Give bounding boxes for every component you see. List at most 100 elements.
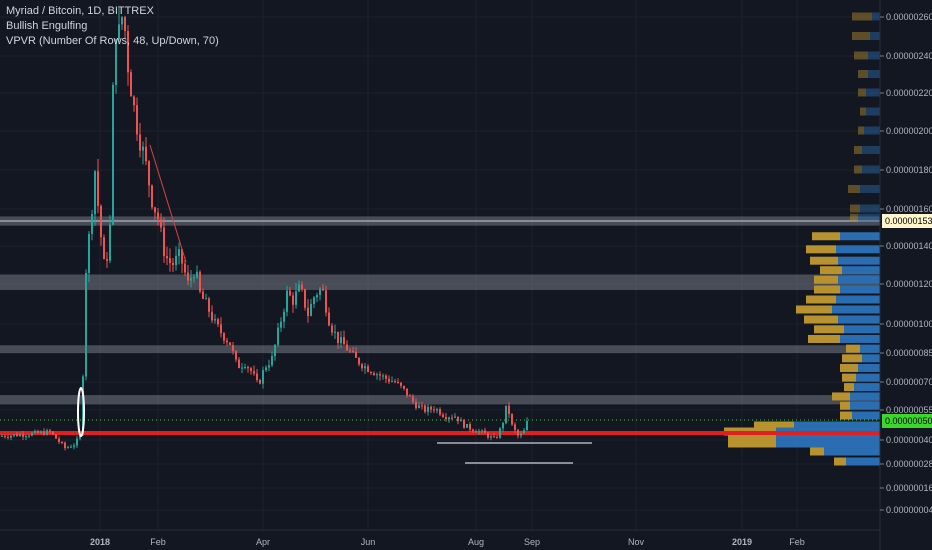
volume-profile-down-bar [808, 334, 840, 343]
candle-down [451, 417, 453, 419]
candle-down [130, 72, 132, 97]
candle-up [448, 417, 450, 420]
price-zone [0, 274, 880, 290]
indicator-vpvr[interactable]: VPVR (Number Of Rows, 48, Up/Down, 70) [6, 35, 219, 47]
candle-down [430, 406, 432, 410]
candle-up [334, 331, 336, 333]
candle-down [148, 161, 150, 186]
candle-up [436, 409, 438, 411]
candle-up [19, 434, 21, 437]
candle-up [112, 84, 114, 225]
volume-profile-down-bar [820, 266, 842, 275]
y-tick-label: 0.00000220 [886, 88, 932, 98]
symbol-title[interactable]: Myriad / Bitcoin, 1D, BITTREX [6, 5, 154, 17]
volume-profile-down-bar [814, 275, 838, 284]
candle-up [316, 294, 318, 298]
x-tick-label: Feb [150, 537, 166, 547]
volume-profile-up-bar [850, 392, 880, 401]
candle-down [307, 307, 309, 316]
volume-profile-down-bar [832, 392, 850, 401]
volume-profile-up-bar [838, 315, 880, 324]
x-tick-label: Nov [628, 537, 645, 547]
candle-down [445, 416, 447, 420]
volume-profile-down-bar [858, 88, 866, 97]
candle-down [232, 345, 234, 351]
candle-down [415, 401, 417, 409]
volume-profile-up-bar [858, 213, 880, 222]
candle-down [43, 431, 45, 435]
candle-down [4, 435, 6, 437]
volume-profile-down-bar [754, 421, 794, 430]
candle-down [469, 424, 471, 430]
volume-profile-up-bar [866, 88, 880, 97]
volume-profile-down-bar [814, 285, 840, 294]
volume-profile-down-bar [810, 447, 824, 456]
candle-down [58, 438, 60, 443]
candle-up [121, 17, 123, 25]
candle-up [313, 297, 315, 304]
candle-up [523, 430, 525, 434]
candle-down [22, 434, 24, 437]
candle-down [472, 429, 474, 432]
candle-up [382, 375, 384, 377]
candle-up [25, 436, 27, 438]
candle-up [283, 311, 285, 322]
candle-down [358, 357, 360, 365]
candle-down [100, 205, 102, 238]
candle-down [133, 96, 135, 106]
volume-profile-up-bar [850, 401, 880, 410]
candle-up [46, 430, 48, 435]
y-tick-label: 0.00000085 [886, 348, 932, 358]
candle-up [67, 447, 69, 449]
candle-down [199, 271, 201, 292]
volume-profile-up-bar [842, 266, 880, 275]
candle-up [70, 446, 72, 448]
candle-down [346, 344, 348, 351]
candle-down [253, 371, 255, 374]
volume-profile-up-bar [856, 373, 880, 382]
candle-up [244, 367, 246, 369]
price-axis-panel [880, 0, 932, 550]
candle-down [187, 272, 189, 281]
candle-up [205, 298, 207, 300]
grid [0, 0, 880, 530]
x-tick-label: 2018 [90, 537, 110, 547]
candle-up [142, 146, 144, 151]
candle-down [145, 146, 147, 162]
chart-legend: Myriad / Bitcoin, 1D, BITTREX Bullish En… [6, 4, 219, 49]
volume-profile-up-bar [862, 354, 880, 363]
volume-profile-down-bar [840, 411, 852, 420]
candle-down [55, 434, 57, 439]
candle-up [499, 428, 501, 438]
candle-up [28, 435, 30, 437]
candle-down [259, 380, 261, 384]
candle-down [37, 430, 39, 433]
candle-down [493, 436, 495, 438]
candle-down [352, 351, 354, 353]
volume-profile-up-bar [840, 285, 880, 294]
candle-up [76, 438, 78, 446]
candle-down [325, 290, 327, 313]
candle-up [277, 327, 279, 345]
candle-down [508, 405, 510, 414]
candle-up [427, 406, 429, 412]
candle-down [475, 431, 477, 433]
volume-profile-up-bar [844, 325, 880, 334]
indicator-bullish-engulfing[interactable]: Bullish Engulfing [6, 20, 88, 32]
candle-down [370, 371, 372, 374]
candle-up [454, 416, 456, 418]
volume-profile-up-bar [870, 32, 880, 40]
candle-down [301, 284, 303, 290]
x-tick-label: Jun [361, 537, 376, 547]
support-lines [0, 419, 880, 435]
volume-profile-down-bar [848, 185, 860, 193]
candle-down [235, 350, 237, 360]
candle-down [439, 409, 441, 415]
candle-up [85, 272, 87, 377]
candle-up [193, 277, 195, 279]
volume-profile-down-bar [814, 325, 844, 334]
candle-up [1, 435, 3, 437]
candle-down [289, 290, 291, 296]
